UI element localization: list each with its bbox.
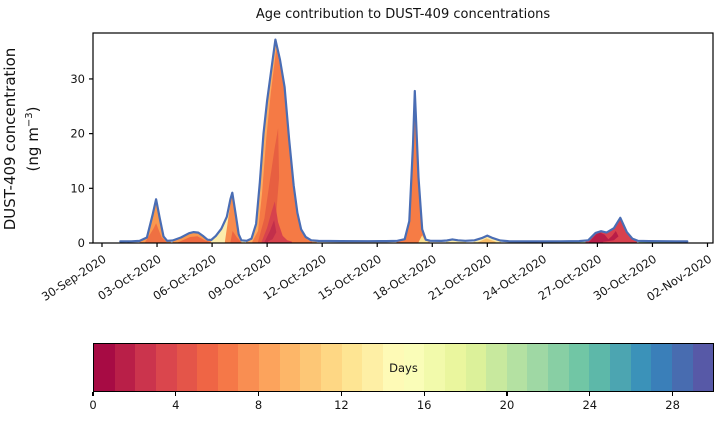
area-layer-bump-core	[178, 236, 211, 243]
chart-title: Age contribution to DUST-409 concentrati…	[255, 7, 551, 22]
total-concentration-line	[119, 38, 689, 243]
colorbar-tick-label: 16	[416, 398, 432, 412]
y-tick-label: 30	[70, 72, 85, 86]
colorbar-segment-14	[382, 344, 404, 391]
colorbar-tick-label: 8	[254, 398, 263, 412]
y-tick-label: 0	[78, 236, 85, 250]
colorbar-tick-label: 24	[582, 398, 598, 412]
y-tick-label: 10	[70, 181, 85, 195]
area-layer-peak2-core	[230, 231, 241, 243]
colorbar-segment-12	[341, 344, 363, 391]
colorbar-segment-16	[424, 344, 445, 391]
area-layer-peak1-core	[145, 223, 167, 243]
area-layer-bigpeak-orange	[252, 48, 313, 244]
colorbar-segment-21	[527, 344, 549, 391]
colorbar-segment-9	[279, 344, 301, 391]
colorbar-tick	[672, 392, 674, 396]
colorbar-segment-24	[589, 344, 611, 391]
colorbar-segment-27	[651, 344, 672, 391]
colorbar-segment-23	[568, 344, 590, 391]
colorbar-segment-8	[259, 344, 280, 391]
colorbar-tick-label: 12	[334, 398, 349, 412]
colorbar-segment-3	[155, 344, 177, 391]
colorbar-tick	[423, 392, 425, 396]
colorbar-segment-22	[548, 344, 569, 391]
colorbar-segment-6	[217, 344, 239, 391]
colorbar-tick	[506, 392, 508, 396]
area-layer-spike-orange	[396, 93, 430, 243]
colorbar-segment-10	[300, 344, 322, 391]
colorbar-tick-label: 0	[89, 398, 97, 412]
colorbar-segment-15	[403, 344, 425, 391]
colorbar-tick	[92, 392, 94, 396]
colorbar-tick	[258, 392, 260, 396]
axes-spines	[92, 32, 714, 244]
colorbar-tick	[589, 392, 591, 396]
colorbar-segment-19	[486, 344, 507, 391]
colorbar-segment-2	[135, 344, 156, 391]
colorbar-segment-25	[610, 344, 631, 391]
colorbar-segment-29	[692, 344, 714, 391]
plot-area: 010203030-Sep-202003-Oct-202006-Oct-2020…	[39, 32, 714, 304]
area-layer-redpeak-dark	[589, 231, 619, 243]
area-layer-peak1-orange	[139, 199, 171, 243]
colorbar-segment-17	[444, 344, 466, 391]
colorbar-segment-18	[465, 344, 487, 391]
colorbar-segment-13	[362, 344, 383, 391]
colorbar-segment-4	[176, 344, 198, 391]
colorbar-tick-label: 28	[665, 398, 680, 412]
area-layer-spike-cream	[418, 235, 429, 243]
colorbar-segment-28	[671, 344, 693, 391]
colorbar-tick-label: 20	[499, 398, 515, 412]
colorbar-segment-7	[238, 344, 260, 391]
colorbar	[93, 343, 714, 392]
y-tick-label: 20	[70, 127, 85, 141]
colorbar-segment-11	[321, 344, 342, 391]
colorbar-segment-20	[506, 344, 528, 391]
area-layer-bigpeak-red-dark	[264, 220, 277, 243]
colorbar-segment-1	[114, 344, 136, 391]
colorbar-segment-0	[94, 344, 115, 391]
colorbar-tick	[340, 392, 342, 396]
colorbar-segment-26	[630, 344, 652, 391]
area-layer-bump21-core	[478, 238, 496, 243]
colorbar-tick	[175, 392, 177, 396]
colorbar-segment-5	[197, 344, 218, 391]
colorbar-tick-label: 4	[172, 398, 180, 412]
